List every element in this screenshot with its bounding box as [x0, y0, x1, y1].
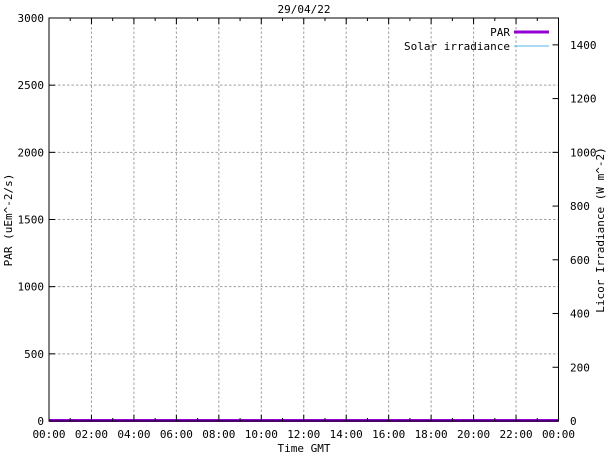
x-tick-label: 14:00	[330, 428, 363, 441]
x-tick-label: 08:00	[202, 428, 235, 441]
y-tick-label: 1500	[18, 214, 45, 227]
y2-tick-label: 400	[570, 308, 590, 321]
x-tick-label: 00:00	[32, 428, 65, 441]
y2-tick-label: 200	[570, 361, 590, 374]
x-tick-label: 18:00	[415, 428, 448, 441]
y2-axis-label: Licor Irradiance (W m^-2)	[594, 147, 607, 313]
legend-label: Solar irradiance	[404, 40, 510, 53]
y2-tick-label: 1200	[570, 93, 597, 106]
x-axis-label: Time GMT	[277, 442, 331, 455]
y2-tick-label: 600	[570, 254, 590, 267]
y-tick-label: 3000	[18, 12, 45, 25]
x-tick-label: 22:00	[499, 428, 532, 441]
y-tick-label: 2000	[18, 146, 45, 159]
y-tick-label: 2500	[18, 79, 45, 92]
x-tick-label: 04:00	[117, 428, 150, 441]
legend-label: PAR	[490, 26, 510, 39]
y-tick-label: 1000	[18, 281, 45, 294]
y-tick-label: 500	[24, 348, 44, 361]
chart-title: 29/04/22	[277, 3, 331, 16]
y2-tick-label: 800	[570, 200, 590, 213]
y2-tick-label: 1000	[570, 146, 597, 159]
x-tick-label: 02:00	[75, 428, 108, 441]
x-tick-label: 06:00	[160, 428, 193, 441]
y-axis-label: PAR (uEm^-2/s)	[2, 173, 15, 267]
y2-tick-label: 1400	[570, 39, 597, 52]
x-tick-label: 10:00	[245, 428, 278, 441]
x-tick-label: 12:00	[287, 428, 320, 441]
y2-tick-label: 0	[570, 415, 577, 428]
y-tick-label: 0	[37, 415, 44, 428]
x-tick-label: 20:00	[457, 428, 490, 441]
x-tick-label: 00:00	[542, 428, 575, 441]
x-tick-label: 16:00	[372, 428, 405, 441]
